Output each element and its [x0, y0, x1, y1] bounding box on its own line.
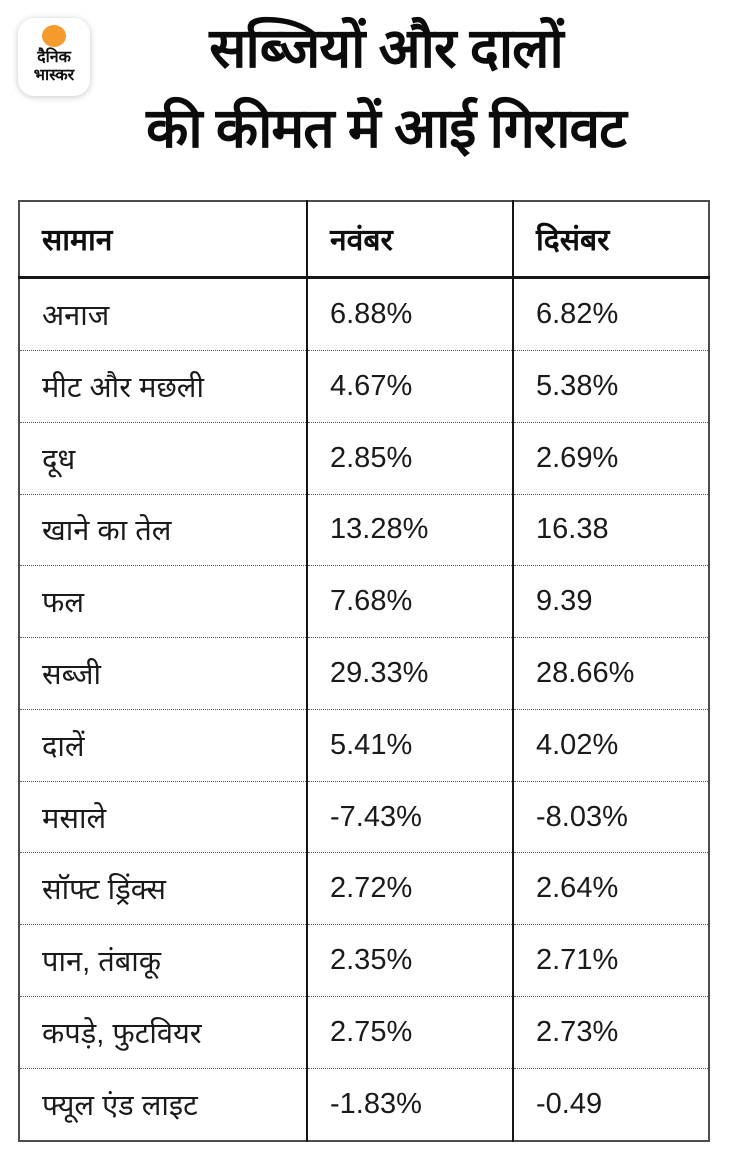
december-value-cell: 6.82%: [512, 277, 709, 351]
item-name-cell: सब्जी: [19, 637, 307, 710]
december-value-cell: 16.38: [512, 493, 709, 566]
december-value-cell: -8.03%: [512, 780, 709, 853]
item-name-cell: पान, तंबाकू: [19, 924, 307, 997]
item-name-cell: फल: [19, 565, 307, 638]
november-value-cell: -1.83%: [306, 1067, 513, 1141]
header-cell-item: सामान: [19, 201, 307, 279]
november-value-cell: 2.72%: [306, 852, 513, 925]
item-name-cell: कपड़े, फुटवियर: [19, 995, 307, 1069]
december-value-cell: 2.64%: [512, 852, 709, 925]
table-body: अनाज 6.88% 6.82% मीट और मछली 4.67% 5.38% दूध 2.…: [19, 277, 709, 1141]
item-name-cell: मीट और मछली: [19, 350, 307, 423]
table-row: अनाज 6.88% 6.82%: [19, 277, 709, 351]
price-table-container: सामान नवंबर दिसंबर अनाज 6.88% 6.82% मीट और …: [18, 200, 710, 1142]
item-name-cell: खाने का तेल: [19, 493, 307, 566]
item-name-cell: दूध: [19, 421, 307, 495]
december-value-cell: 4.02%: [512, 708, 709, 782]
table-row: दूध 2.85% 2.69%: [19, 421, 709, 495]
page-title-line1: सब्जियों और दालों: [209, 17, 563, 79]
december-value-cell: 2.69%: [512, 421, 709, 495]
november-value-cell: 29.33%: [306, 637, 513, 710]
table-header-row: सामान नवंबर दिसंबर: [19, 201, 709, 279]
november-value-cell: 7.68%: [306, 565, 513, 638]
price-table: सामान नवंबर दिसंबर अनाज 6.88% 6.82% मीट और …: [18, 200, 710, 1142]
sun-dot-icon: [42, 25, 66, 47]
item-name-cell: दालें: [19, 708, 307, 782]
december-value-cell: 28.66%: [512, 637, 709, 710]
december-value-cell: 5.38%: [512, 350, 709, 423]
table-row: पान, तंबाकू 2.35% 2.71%: [19, 924, 709, 997]
header-cell-december: दिसंबर: [512, 201, 709, 279]
table-row: फल 7.68% 9.39: [19, 565, 709, 638]
december-value-cell: 2.73%: [512, 995, 709, 1069]
table-row: सब्जी 29.33% 28.66%: [19, 637, 709, 710]
table-row: सॉफ्ट ड्रिंक्स 2.72% 2.64%: [19, 852, 709, 925]
december-value-cell: 2.71%: [512, 924, 709, 997]
december-value-cell: -0.49: [512, 1067, 709, 1141]
brand-name-line1: दैनिक: [37, 49, 71, 66]
table-row: कपड़े, फुटवियर 2.75% 2.73%: [19, 995, 709, 1069]
table-row: फ्यूल एंड लाइट -1.83% -0.49: [19, 1067, 709, 1141]
item-name-cell: सॉफ्ट ड्रिंक्स: [19, 852, 307, 925]
december-value-cell: 9.39: [512, 565, 709, 638]
brand-name-line2: भास्कर: [33, 67, 75, 84]
table-row: दालें 5.41% 4.02%: [19, 708, 709, 782]
item-name-cell: मसाले: [19, 780, 307, 853]
november-value-cell: 13.28%: [306, 493, 513, 566]
table-row: मसाले -7.43% -8.03%: [19, 780, 709, 853]
page-title-line2: की कीमत में आई गिरावट: [146, 97, 627, 159]
item-name-cell: फ्यूल एंड लाइट: [19, 1067, 307, 1141]
page-title: सब्जियों और दालों की कीमत में आई गिरावट: [0, 8, 730, 168]
november-value-cell: 5.41%: [306, 708, 513, 782]
november-value-cell: 2.85%: [306, 421, 513, 495]
november-value-cell: 6.88%: [306, 277, 513, 351]
brand-logo: दैनिक भास्कर: [18, 18, 90, 96]
table-row: खाने का तेल 13.28% 16.38: [19, 493, 709, 566]
november-value-cell: 4.67%: [306, 350, 513, 423]
header-cell-november: नवंबर: [306, 201, 513, 279]
item-name-cell: अनाज: [42, 299, 110, 332]
november-value-cell: 2.35%: [306, 924, 513, 997]
november-value-cell: -7.43%: [306, 780, 513, 853]
november-value-cell: 2.75%: [306, 995, 513, 1069]
table-row: मीट और मछली 4.67% 5.38%: [19, 350, 709, 423]
